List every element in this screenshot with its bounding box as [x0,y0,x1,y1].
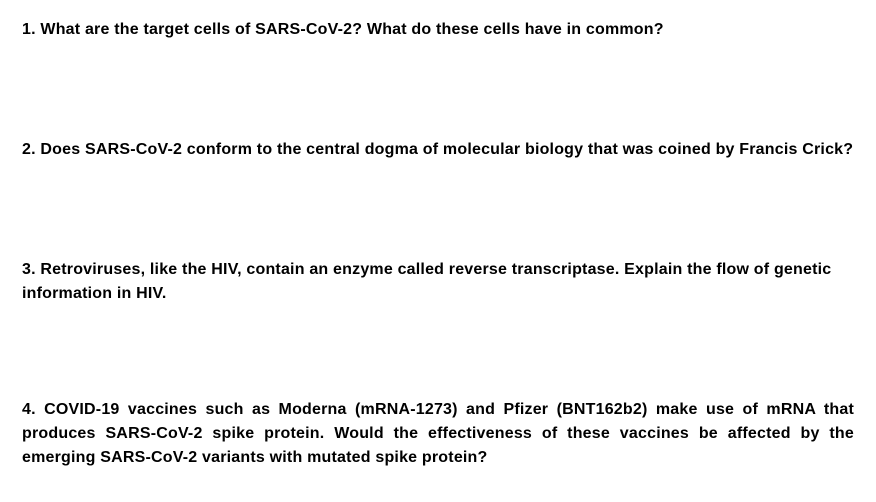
question-3: 3. Retroviruses, like the HIV, contain a… [22,258,854,306]
question-1-text: What are the target cells of SARS-CoV-2?… [40,21,663,38]
question-2-text: Does SARS-CoV-2 conform to the central d… [40,141,853,158]
question-4-text: COVID-19 vaccines such as Moderna (mRNA-… [22,401,854,466]
question-3-text: Retroviruses, like the HIV, contain an e… [22,261,831,302]
question-2: 2. Does SARS-CoV-2 conform to the centra… [22,138,854,162]
question-4-number: 4. [22,401,36,418]
question-1: 1. What are the target cells of SARS-CoV… [22,18,854,42]
question-1-number: 1. [22,21,36,38]
question-3-number: 3. [22,261,36,278]
question-2-number: 2. [22,141,36,158]
question-4: 4. COVID-19 vaccines such as Moderna (mR… [22,398,854,470]
